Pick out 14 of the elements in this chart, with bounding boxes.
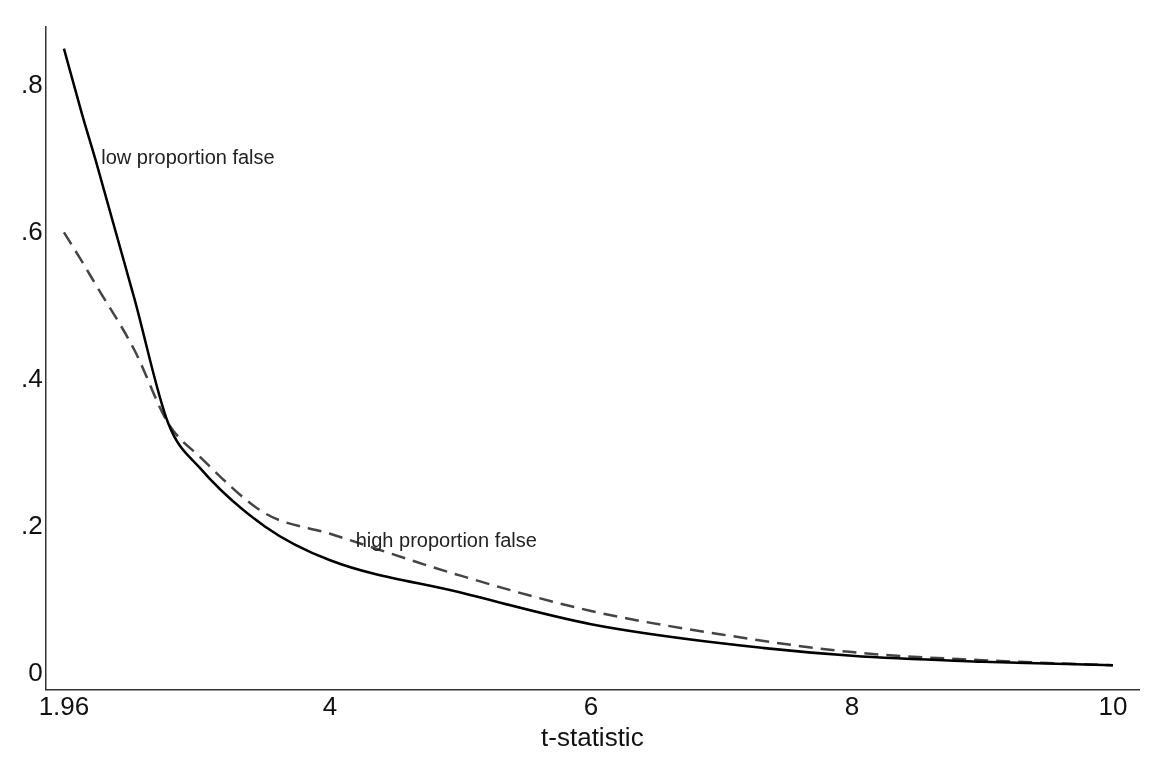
annotation: high proportion false <box>355 528 537 551</box>
x-tick-label: 8 <box>844 691 860 722</box>
x-tick-label: 4 <box>322 691 338 722</box>
annotation: low proportion false <box>101 146 275 169</box>
y-tick-label: .2 <box>21 509 43 540</box>
y-tick-label: .6 <box>21 215 43 246</box>
x-tick-label: 1.96 <box>38 691 90 722</box>
line-series <box>62 47 1115 667</box>
y-tick-label: .8 <box>21 68 43 99</box>
x-tick-label: 6 <box>583 691 599 722</box>
y-tick-label: 0 <box>28 656 43 687</box>
y-tick-label: .4 <box>21 362 43 393</box>
x-tick-label: 10 <box>1098 691 1128 722</box>
x-axis-title: t-statistic <box>541 721 644 752</box>
